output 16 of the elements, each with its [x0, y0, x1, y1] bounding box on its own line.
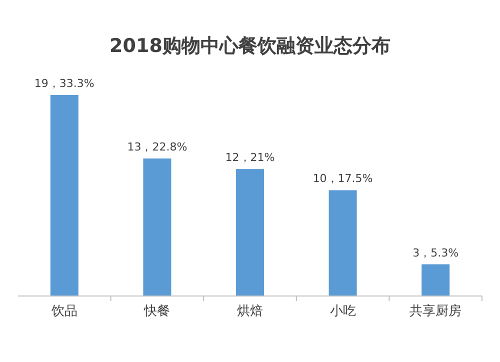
bar — [143, 158, 172, 296]
x-tick-label: 小吃 — [330, 304, 356, 319]
bar — [328, 190, 357, 296]
data-label: 19，33.3% — [34, 77, 94, 90]
data-label: 3，5.3% — [412, 246, 459, 260]
x-tick-label: 快餐 — [143, 304, 170, 319]
chart-title: 2018购物中心餐饮融资业态分布 — [110, 35, 390, 57]
bar — [50, 95, 78, 296]
x-tick-label: 烘焙 — [237, 304, 263, 319]
bar — [236, 169, 264, 296]
x-tick-label: 共享厨房 — [410, 303, 462, 319]
data-label: 12，21% — [225, 151, 275, 164]
x-tick-label: 饮品 — [50, 304, 78, 319]
bar — [422, 264, 450, 296]
data-label: 10，17.5% — [312, 172, 373, 186]
data-label: 13，22.8% — [127, 140, 188, 154]
